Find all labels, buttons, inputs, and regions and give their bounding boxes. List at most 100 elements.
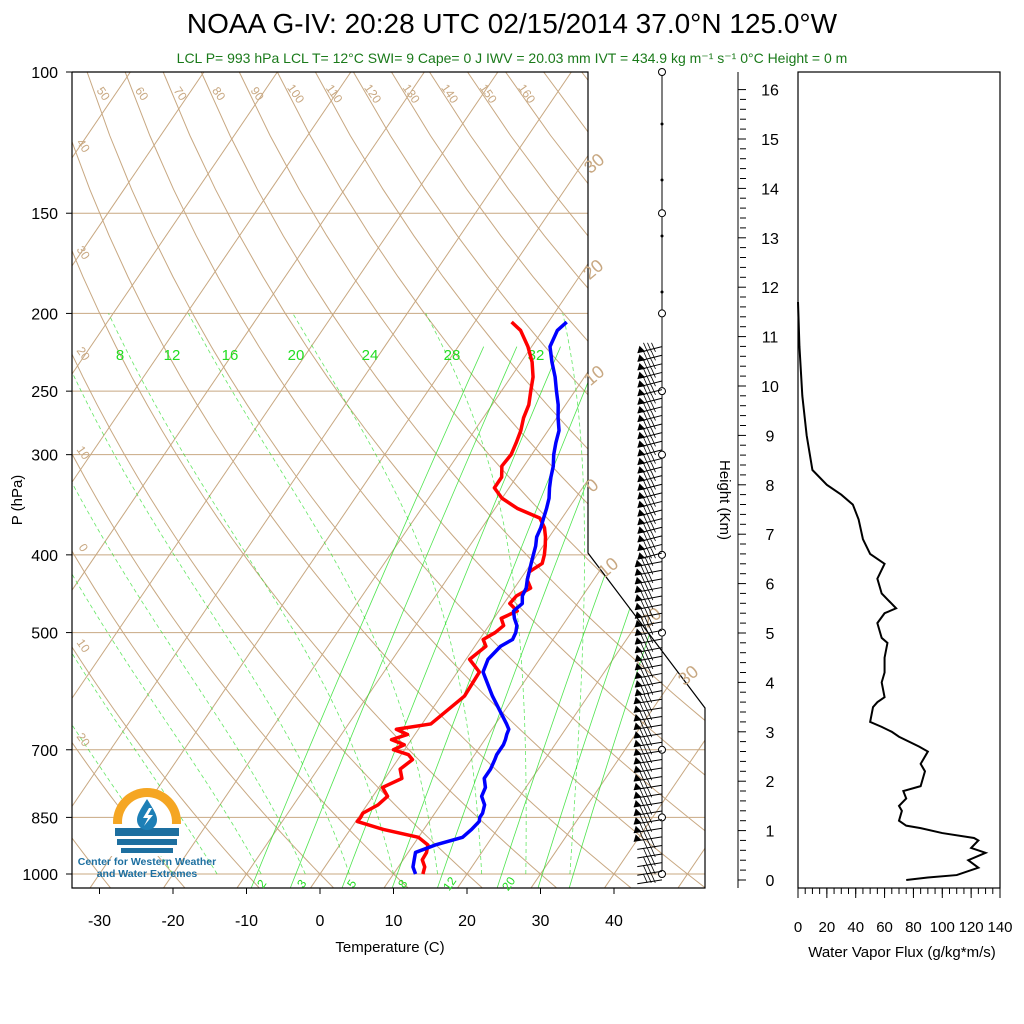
wind-calm-marker bbox=[658, 550, 666, 559]
wind-barb-flag bbox=[634, 671, 643, 679]
wind-barb-feather bbox=[651, 342, 656, 352]
moist-adiabat-line bbox=[108, 313, 394, 875]
wind-barb-flag bbox=[633, 739, 642, 747]
wind-barb-flag bbox=[634, 628, 643, 636]
wind-barb-flag bbox=[633, 696, 642, 704]
adiabat-label: 100 bbox=[284, 81, 307, 106]
height-tick-label: 15 bbox=[761, 132, 779, 149]
mixing-ratio-line bbox=[250, 346, 485, 888]
wind-barb-flag bbox=[634, 585, 643, 593]
wind-barb-feather bbox=[640, 573, 646, 584]
moist-adiabat-label: 0 bbox=[582, 475, 603, 497]
wind-barb-feather bbox=[647, 471, 652, 481]
pressure-tick-label: 1000 bbox=[22, 867, 58, 884]
height-tick-label: 12 bbox=[761, 280, 779, 297]
wind-calm-marker bbox=[658, 870, 666, 878]
wind-barb-feather bbox=[647, 745, 653, 755]
wind-calm-marker bbox=[658, 450, 666, 459]
wind-barb-feather bbox=[643, 428, 648, 438]
wind-barb-flag bbox=[637, 371, 646, 379]
flux-tick-label: 140 bbox=[987, 919, 1012, 936]
wind-barb-feather bbox=[648, 659, 654, 670]
wind-barb-feather bbox=[639, 822, 645, 832]
wind-barb-feather bbox=[639, 710, 645, 721]
wind-barb-flag bbox=[633, 765, 642, 773]
wind-barb-feather bbox=[650, 847, 656, 858]
wind-barb-feather bbox=[646, 873, 652, 883]
wind-barb-feather bbox=[651, 488, 656, 499]
wind-barb-feather bbox=[643, 463, 648, 473]
wind-barb-feather bbox=[643, 359, 648, 370]
flux-y-axis-title: Height (Km) bbox=[716, 460, 733, 540]
wind-barb-feather bbox=[640, 685, 646, 695]
dry-adiabat-line bbox=[72, 72, 631, 888]
wind-barb-feather bbox=[643, 497, 648, 507]
moist-adiabat-line bbox=[188, 313, 438, 875]
wind-barb-feather bbox=[647, 497, 652, 507]
wind-barb-feather bbox=[647, 385, 652, 395]
wind-barb-feather bbox=[648, 668, 654, 678]
wind-barb-feather bbox=[643, 506, 648, 516]
height-tick-label: 10 bbox=[761, 379, 779, 396]
wind-barb-feather bbox=[648, 573, 654, 584]
dry-adiabat-line bbox=[695, 72, 705, 888]
wind-barb-feather bbox=[647, 762, 653, 772]
mixing-ratio-label: 12 bbox=[164, 347, 181, 364]
wind-barb-feather bbox=[647, 702, 653, 712]
wind-barb bbox=[637, 879, 663, 885]
wind-barb-flag bbox=[637, 388, 646, 396]
moist-adiabat-label: 10 bbox=[580, 361, 608, 389]
adiabat-label: 10 bbox=[74, 636, 93, 655]
adiabat-label: 50 bbox=[94, 84, 113, 103]
wind-barb-feather bbox=[643, 813, 649, 824]
height-tick-label: 0 bbox=[766, 873, 775, 890]
wind-barb-flag bbox=[633, 799, 642, 807]
flux-tick-label: 60 bbox=[876, 919, 893, 936]
wind-barb-feather bbox=[639, 736, 645, 746]
wind-barb-feather bbox=[651, 463, 656, 473]
wind-barb-flag bbox=[633, 791, 642, 799]
flux-tick-label: 120 bbox=[959, 919, 984, 936]
wind-barb-feather bbox=[644, 565, 650, 575]
wind-barb-feather bbox=[643, 351, 648, 361]
isotherm-line bbox=[604, 72, 705, 888]
logo-text-line1: Center for Western Weather bbox=[77, 856, 217, 868]
mixing-ratio-label: 16 bbox=[222, 347, 239, 364]
mixing-ratio-bottom-label: 12 bbox=[440, 874, 459, 893]
wind-barb-feather bbox=[647, 719, 653, 729]
wind-barb-flag bbox=[637, 492, 646, 500]
wind-barb-flag bbox=[633, 817, 642, 825]
height-tick-label: 5 bbox=[766, 626, 775, 643]
wind-barb-feather bbox=[651, 549, 656, 559]
wind-barb-flag bbox=[633, 825, 642, 833]
wind-barb-flag bbox=[634, 594, 643, 602]
wind-barb-feather bbox=[651, 437, 656, 447]
wind-barb-feather bbox=[640, 590, 646, 601]
wind-barb-feather bbox=[640, 642, 646, 652]
temperature-tick-label: 30 bbox=[532, 913, 550, 930]
wind-barb-feather bbox=[648, 625, 654, 635]
wind-barb-flag bbox=[634, 680, 643, 688]
wind-barb-feather bbox=[643, 523, 648, 533]
moist-adiabat-line bbox=[562, 313, 585, 875]
moist-adiabat-line bbox=[72, 313, 350, 875]
wind-barb-feather bbox=[647, 437, 652, 447]
cw3e-logo-icon bbox=[111, 788, 183, 856]
wind-barb-feather bbox=[647, 770, 653, 781]
dry-adiabat-line bbox=[543, 72, 705, 888]
wind-barb-feather bbox=[647, 420, 652, 430]
wind-barb-feather bbox=[643, 411, 648, 421]
adiabat-label: 40 bbox=[74, 136, 93, 155]
wind-barb-feather bbox=[642, 873, 648, 883]
wind-calm-marker bbox=[658, 309, 666, 318]
adiabat-label: 60 bbox=[132, 84, 151, 103]
wind-barb-flag bbox=[633, 731, 642, 739]
isotherm-line bbox=[457, 72, 705, 888]
wind-barb-feather bbox=[648, 651, 654, 661]
wind-barb-feather bbox=[644, 590, 650, 601]
wind-barb-feather bbox=[639, 753, 645, 764]
wind-barb-feather bbox=[643, 710, 649, 721]
wind-barb-feather bbox=[639, 831, 645, 841]
wind-barb-feather bbox=[644, 633, 650, 644]
wind-barb-feather bbox=[648, 633, 654, 644]
